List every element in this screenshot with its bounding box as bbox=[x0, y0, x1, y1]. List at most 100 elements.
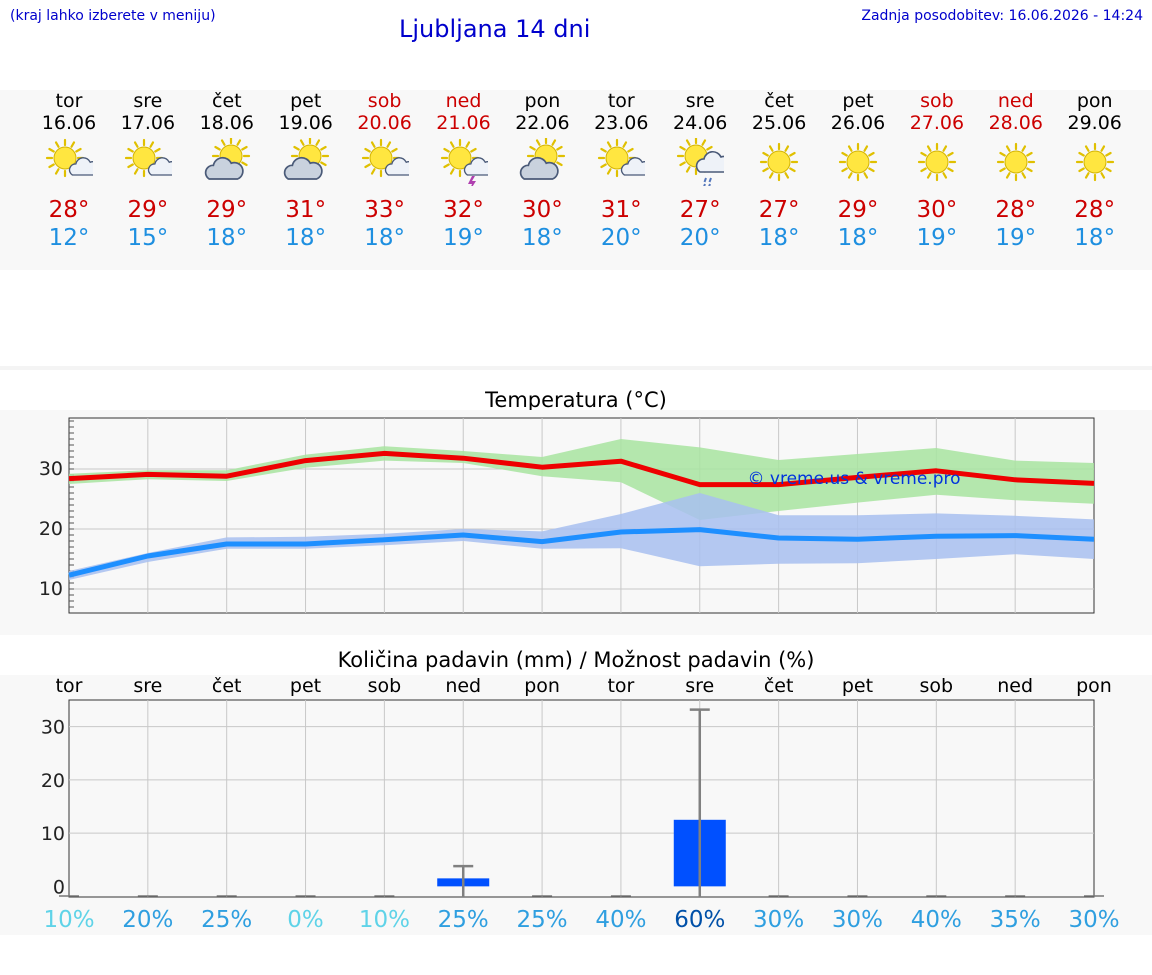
min-temp: 15° bbox=[127, 225, 169, 251]
day-name: čet bbox=[212, 90, 242, 112]
cloud-shape bbox=[283, 156, 323, 180]
cloud-sun-icon bbox=[266, 138, 346, 186]
forecast-strip bbox=[0, 90, 1152, 270]
x-tick-label: pon bbox=[524, 675, 560, 697]
x-tick-label: sre bbox=[133, 675, 162, 697]
precipitation-title: Količina padavin (mm) / Možnost padavin … bbox=[337, 648, 815, 672]
day-name: pon bbox=[524, 90, 561, 112]
day-date: 29.06 bbox=[1067, 112, 1122, 134]
precip-chance-label: 30% bbox=[832, 907, 883, 933]
day-date: 27.06 bbox=[909, 112, 965, 134]
cloud-shape bbox=[621, 157, 646, 176]
last-updated: Zadnja posodobitev: 16.06.2026 - 14:24 bbox=[861, 8, 1143, 24]
day-column: ned 28.06 28° 19° bbox=[976, 90, 1056, 252]
sun-shape bbox=[1075, 142, 1114, 182]
sun-thunder-icon bbox=[424, 138, 504, 186]
x-tick-label: pet bbox=[290, 675, 321, 697]
sun-icon bbox=[897, 138, 977, 186]
day-column: ned 21.06 32° 19° bbox=[424, 90, 504, 252]
rain-drop bbox=[703, 177, 708, 183]
y-tick-label: 20 bbox=[41, 770, 65, 792]
min-temp: 20° bbox=[679, 225, 721, 251]
sun-cloud-icon bbox=[29, 138, 109, 186]
x-tick-label: sob bbox=[920, 675, 954, 697]
day-column: sre 24.06 27° 20° bbox=[660, 90, 740, 252]
x-tick-label: pet bbox=[842, 675, 873, 697]
x-tick-label: pon bbox=[1076, 675, 1112, 697]
min-temp: 12° bbox=[48, 225, 90, 251]
max-temp: 29° bbox=[206, 197, 248, 223]
sun-shape bbox=[45, 138, 85, 178]
day-column: pon 22.06 30° 18° bbox=[502, 90, 582, 252]
day-column: čet 18.06 29° 18° bbox=[187, 90, 267, 252]
sun-cloud-icon bbox=[581, 138, 661, 186]
day-name: pet bbox=[290, 90, 322, 112]
day-column: pet 19.06 31° 18° bbox=[266, 90, 346, 252]
max-temp: 31° bbox=[600, 197, 642, 223]
min-temp: 20° bbox=[600, 225, 642, 251]
day-column: sre 17.06 29° 15° bbox=[108, 90, 188, 252]
min-temp: 18° bbox=[364, 225, 405, 251]
day-date: 18.06 bbox=[199, 112, 254, 134]
precip-chance-label: 40% bbox=[595, 907, 646, 933]
max-temp: 29° bbox=[127, 197, 169, 223]
sun-icon bbox=[739, 138, 819, 186]
temperature-chart: 10 20 30 © vreme.us & vreme.pro bbox=[39, 417, 1095, 614]
day-column: pon 29.06 28° 18° bbox=[1055, 90, 1135, 252]
day-column: čet 25.06 27° 18° bbox=[739, 90, 819, 252]
max-temp: 30° bbox=[522, 197, 563, 223]
sun-icon bbox=[1055, 138, 1135, 186]
cloud-shape bbox=[204, 156, 244, 180]
page-title: Ljubljana 14 dni bbox=[399, 15, 591, 43]
day-date: 16.06 bbox=[41, 112, 97, 134]
min-temp: 19° bbox=[995, 225, 1037, 251]
y-tick-label: 30 bbox=[39, 458, 63, 480]
max-temp: 28° bbox=[1074, 197, 1116, 223]
min-temp: 19° bbox=[916, 225, 958, 251]
precip-chance-label: 20% bbox=[122, 907, 173, 933]
y-tick-label: 10 bbox=[41, 823, 65, 845]
day-name: sob bbox=[367, 90, 402, 112]
rain-drop bbox=[708, 177, 713, 183]
lightning-shape bbox=[467, 176, 476, 186]
day-date: 25.06 bbox=[751, 112, 807, 134]
day-name: pet bbox=[842, 90, 874, 112]
precip-chance-label: 40% bbox=[911, 907, 962, 933]
max-temp: 33° bbox=[364, 197, 405, 223]
day-date: 20.06 bbox=[357, 112, 412, 134]
precip-chance-label: 10% bbox=[43, 907, 94, 933]
min-temp: 18° bbox=[206, 225, 248, 251]
x-tick-label: čet bbox=[212, 675, 242, 697]
min-temp: 18° bbox=[837, 225, 879, 251]
day-date: 21.06 bbox=[436, 112, 491, 134]
day-name: sob bbox=[920, 90, 954, 112]
day-name: tor bbox=[55, 90, 83, 112]
cloud-shape bbox=[384, 157, 409, 176]
min-temp: 19° bbox=[443, 225, 484, 251]
sun-cloud-icon bbox=[108, 138, 188, 186]
sun-icon bbox=[976, 138, 1056, 186]
day-column: sob 20.06 33° 18° bbox=[345, 90, 425, 252]
precip-chance-label: 30% bbox=[1068, 907, 1119, 933]
max-temp: 32° bbox=[443, 197, 484, 223]
precip-chance-label: 30% bbox=[753, 907, 804, 933]
cloud-shape bbox=[520, 156, 560, 180]
cloud-sun-icon bbox=[502, 138, 582, 186]
day-name: pon bbox=[1076, 90, 1113, 112]
precip-chance-label: 0% bbox=[287, 907, 324, 933]
header-note: (kraj lahko izberete v meniju) bbox=[10, 8, 216, 24]
precip-chance-label: 25% bbox=[517, 907, 568, 933]
day-date: 19.06 bbox=[278, 112, 333, 134]
x-tick-label: sob bbox=[368, 675, 402, 697]
day-date: 22.06 bbox=[515, 112, 570, 134]
day-name: tor bbox=[607, 90, 635, 112]
max-temp: 30° bbox=[916, 197, 958, 223]
cloud-sun-icon bbox=[187, 138, 267, 186]
cloud-shape bbox=[147, 157, 172, 176]
day-column: pet 26.06 29° 18° bbox=[818, 90, 898, 252]
sun-shape bbox=[124, 138, 163, 178]
min-temp: 18° bbox=[285, 225, 327, 251]
precip-chance-label: 10% bbox=[359, 907, 410, 933]
rain-drop bbox=[703, 183, 707, 186]
day-date: 26.06 bbox=[830, 112, 886, 134]
